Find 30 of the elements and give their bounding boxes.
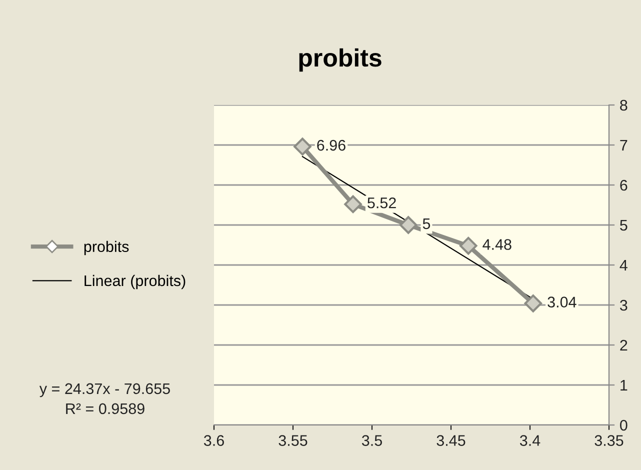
text: y = 24.37x - 79.655: [39, 383, 170, 398]
legend-label: probits: [84, 240, 129, 256]
data-label: 5.52: [368, 197, 396, 208]
data-label: 5: [422, 218, 430, 230]
x-tick-label: 3.5: [362, 435, 382, 446]
y-tick-label: 2: [620, 340, 628, 351]
y-tick-label: 7: [620, 140, 628, 151]
text: R² = 0.9589: [66, 403, 144, 414]
x-tick-label: 3.6: [204, 435, 224, 446]
point: [399, 216, 418, 234]
point: [459, 236, 478, 255]
y-tick-label: 5: [620, 220, 628, 231]
point: [294, 138, 312, 156]
point: [524, 294, 542, 312]
data-label: 3.04: [548, 296, 576, 308]
data-label: 4.48: [482, 239, 512, 250]
point: [344, 195, 362, 214]
y-tick-label: 8: [620, 100, 628, 111]
y-tick-label: 4: [620, 260, 628, 271]
y-tick-label: 6: [620, 180, 628, 191]
x-tick-label: 3.45: [436, 435, 466, 446]
data-label: 6.96: [317, 140, 346, 151]
y-tick-label: 3: [620, 300, 628, 311]
x-tick-label: 3.35: [594, 435, 624, 446]
chart-title: probits: [299, 48, 382, 72]
legend-label: Linear (probits): [84, 274, 186, 290]
x-tick-label: 3.4: [520, 435, 540, 446]
x-tick-label: 3.55: [278, 435, 308, 446]
y-tick-label: 1: [620, 380, 628, 391]
y-tick-label: 0: [620, 420, 628, 431]
